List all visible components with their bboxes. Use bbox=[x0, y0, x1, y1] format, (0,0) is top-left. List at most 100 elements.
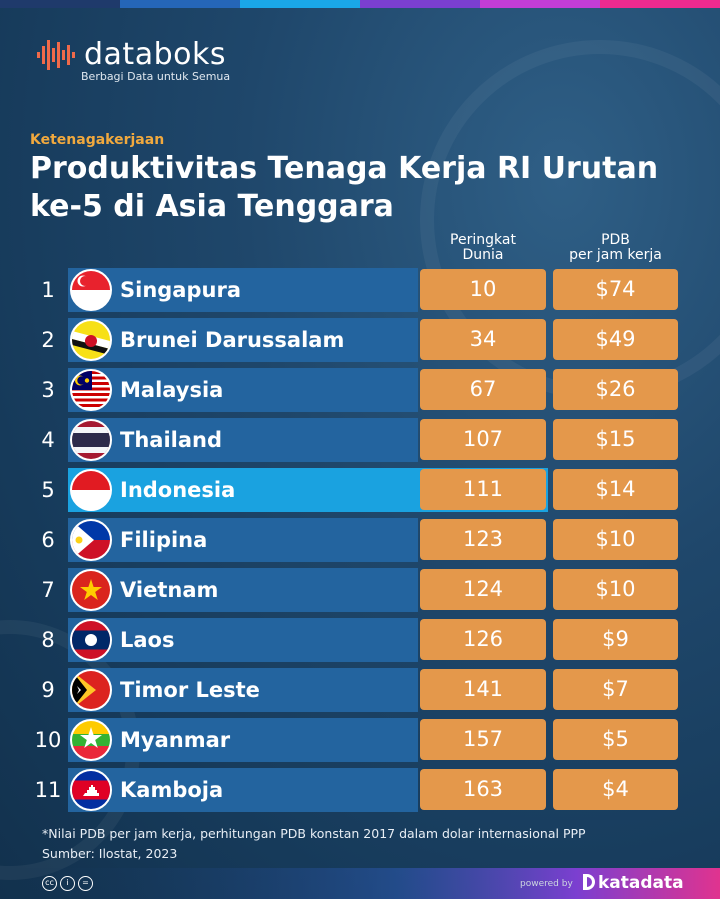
row-bar bbox=[68, 518, 418, 562]
vietnam-flag-icon bbox=[70, 569, 112, 611]
top-color-stripe bbox=[0, 0, 720, 8]
country-name: Indonesia bbox=[120, 478, 236, 502]
databoks-logo-icon bbox=[37, 40, 75, 70]
column-header-rank-line1: Peringkat bbox=[450, 232, 516, 248]
gdp-per-hour-value: $5 bbox=[553, 719, 678, 760]
brand-tagline: Berbagi Data untuk Semua bbox=[81, 70, 231, 83]
row-bar bbox=[68, 668, 418, 712]
footer-gradient bbox=[0, 868, 720, 899]
row-number: 7 bbox=[41, 578, 55, 602]
world-rank-value: 111 bbox=[420, 469, 546, 510]
row-number: 11 bbox=[34, 778, 62, 802]
table-row: 9 Timor Leste 141 $7 bbox=[0, 668, 720, 712]
row-number: 9 bbox=[41, 678, 55, 702]
katadata-name: katadata bbox=[598, 873, 684, 893]
row-bar bbox=[68, 718, 418, 762]
table-row: 5 Indonesia 111 $14 bbox=[0, 468, 720, 512]
gdp-per-hour-value: $9 bbox=[553, 619, 678, 660]
source: Sumber: Ilostat, 2023 bbox=[42, 846, 178, 861]
country-name: Thailand bbox=[120, 428, 222, 452]
malaysia-flag-icon bbox=[70, 369, 112, 411]
row-bar bbox=[68, 318, 418, 362]
world-rank-value: 107 bbox=[420, 419, 546, 460]
country-name: Vietnam bbox=[120, 578, 219, 602]
gdp-per-hour-value: $7 bbox=[553, 669, 678, 710]
row-bar bbox=[68, 418, 418, 462]
country-name: Myanmar bbox=[120, 728, 231, 752]
table-row: 2 Brunei Darussalam 34 $49 bbox=[0, 318, 720, 362]
country-name: Laos bbox=[120, 628, 175, 652]
table-row: 10 Myanmar 157 $5 bbox=[0, 718, 720, 762]
row-bar bbox=[68, 768, 418, 812]
column-header-rank-line2: Dunia bbox=[462, 247, 504, 263]
row-number: 6 bbox=[41, 528, 55, 552]
world-rank-value: 163 bbox=[420, 769, 546, 810]
page-title: Produktivitas Tenaga Kerja RI Urutan ke-… bbox=[30, 151, 659, 224]
gdp-per-hour-value: $26 bbox=[553, 369, 678, 410]
singapore-flag-icon bbox=[70, 269, 112, 311]
thailand-flag-icon bbox=[70, 419, 112, 461]
row-number: 5 bbox=[41, 478, 55, 502]
timor-leste-flag-icon bbox=[70, 669, 112, 711]
gdp-per-hour-value: $15 bbox=[553, 419, 678, 460]
table-row: 4 Thailand 107 $15 bbox=[0, 418, 720, 462]
katadata-mark-icon bbox=[583, 874, 595, 890]
katadata-logo: katadata bbox=[583, 873, 684, 893]
brunei-flag-icon bbox=[70, 319, 112, 361]
row-bar bbox=[68, 618, 418, 662]
gdp-per-hour-value: $10 bbox=[553, 569, 678, 610]
row-bar bbox=[68, 568, 418, 612]
world-rank-value: 126 bbox=[420, 619, 546, 660]
attribution-icon: i bbox=[60, 876, 75, 891]
world-rank-value: 10 bbox=[420, 269, 546, 310]
column-header-rank: Peringkat Dunia bbox=[424, 233, 542, 263]
country-name: Filipina bbox=[120, 528, 208, 552]
table-row: 8 Laos 126 $9 bbox=[0, 618, 720, 662]
creative-commons-badge: cc i = bbox=[42, 876, 93, 891]
world-rank-value: 123 bbox=[420, 519, 546, 560]
world-rank-value: 67 bbox=[420, 369, 546, 410]
footnote: *Nilai PDB per jam kerja, perhitungan PD… bbox=[42, 826, 586, 841]
table-row: 6 Filipina 123 $10 bbox=[0, 518, 720, 562]
world-rank-value: 157 bbox=[420, 719, 546, 760]
row-bar bbox=[68, 368, 418, 412]
row-number: 3 bbox=[41, 378, 55, 402]
table-row: 11 Kamboja 163 $4 bbox=[0, 768, 720, 812]
myanmar-flag-icon bbox=[70, 719, 112, 761]
gdp-per-hour-value: $10 bbox=[553, 519, 678, 560]
gdp-per-hour-value: $14 bbox=[553, 469, 678, 510]
row-number: 4 bbox=[41, 428, 55, 452]
table-row: 7 Vietnam 124 $10 bbox=[0, 568, 720, 612]
world-rank-value: 141 bbox=[420, 669, 546, 710]
country-name: Brunei Darussalam bbox=[120, 328, 345, 352]
gdp-per-hour-value: $49 bbox=[553, 319, 678, 360]
cambodia-flag-icon bbox=[70, 769, 112, 811]
row-number: 8 bbox=[41, 628, 55, 652]
table-row: 3 Malaysia 67 $26 bbox=[0, 368, 720, 412]
country-name: Malaysia bbox=[120, 378, 224, 402]
column-header-pdb-line2: per jam kerja bbox=[569, 247, 662, 263]
footnote-block: *Nilai PDB per jam kerja, perhitungan PD… bbox=[42, 824, 586, 864]
powered-by-label: powered by bbox=[520, 879, 573, 889]
country-name: Timor Leste bbox=[120, 678, 260, 702]
row-number: 1 bbox=[41, 278, 55, 302]
row-number: 2 bbox=[41, 328, 55, 352]
philippines-flag-icon bbox=[70, 519, 112, 561]
laos-flag-icon bbox=[70, 619, 112, 661]
no-derivatives-icon: = bbox=[78, 876, 93, 891]
brand-logo: databoks bbox=[36, 36, 226, 74]
table-row: 1 Singapura 10 $74 bbox=[0, 268, 720, 312]
row-bar bbox=[68, 268, 418, 312]
cc-icon: cc bbox=[42, 876, 57, 891]
indonesia-flag-icon bbox=[70, 469, 112, 511]
gdp-per-hour-value: $74 bbox=[553, 269, 678, 310]
world-rank-value: 34 bbox=[420, 319, 546, 360]
category-label: Ketenagakerjaan bbox=[30, 132, 165, 148]
column-header-pdb: PDB per jam kerja bbox=[553, 233, 678, 263]
country-name: Singapura bbox=[120, 278, 241, 302]
gdp-per-hour-value: $4 bbox=[553, 769, 678, 810]
brand-name: databoks bbox=[84, 37, 226, 72]
country-name: Kamboja bbox=[120, 778, 224, 802]
row-number: 10 bbox=[34, 728, 62, 752]
